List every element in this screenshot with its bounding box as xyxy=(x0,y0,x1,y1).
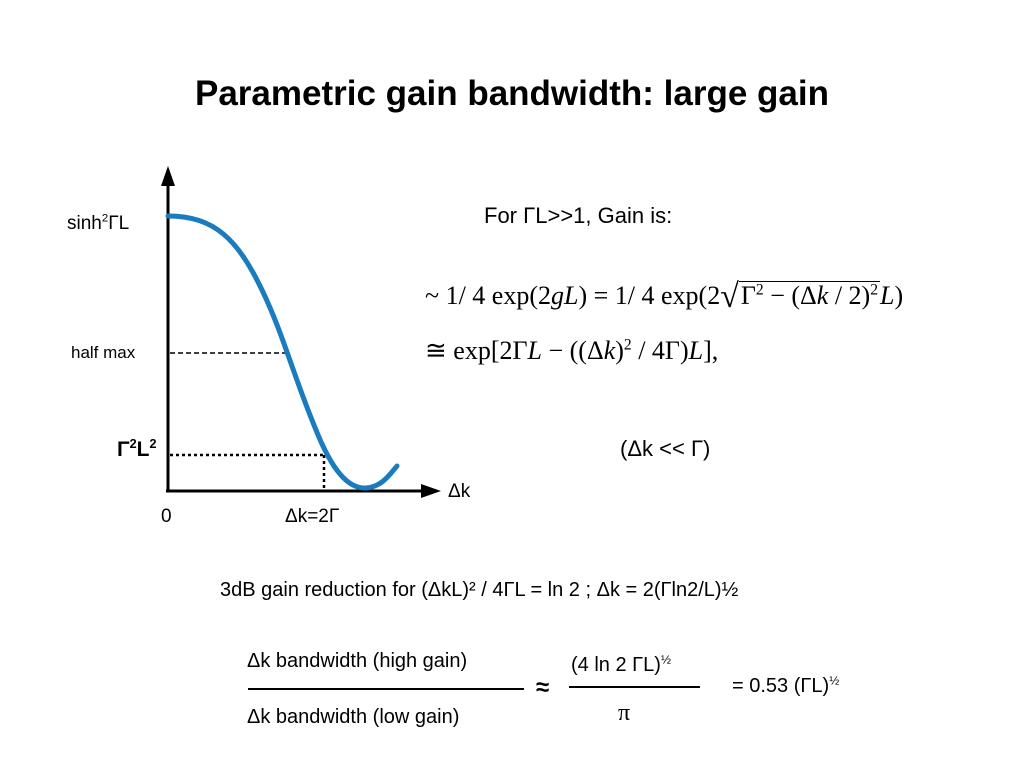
x-axis-arrow-icon xyxy=(421,484,441,498)
reduction-text: 3dB gain reduction for (ΔkL)² / 4ΓL = ln… xyxy=(220,579,739,601)
gamma-squared-l-squared-label: Γ2L2 xyxy=(117,437,157,461)
gain-equation-1: ~ 1/ 4 exp(2gL) = 1/ 4 exp(2√Γ2 − (Δk / … xyxy=(425,278,904,315)
gain-curve xyxy=(165,213,400,491)
ratio-numerator: Δk bandwidth (high gain) xyxy=(247,650,468,672)
bandwidth-marker-label: Δk=2Γ xyxy=(285,506,340,527)
ratio-fraction-line xyxy=(248,688,524,690)
condition-text: (Δk << Γ) xyxy=(620,436,711,461)
ratio-denominator: Δk bandwidth (low gain) xyxy=(247,706,460,728)
ratio-result: = 0.53 (ΓL)½ xyxy=(732,673,840,697)
y-axis-arrow-icon xyxy=(161,166,175,186)
right-fraction-line xyxy=(569,686,700,688)
origin-label: 0 xyxy=(161,506,172,527)
approx-sign: ≈ xyxy=(536,674,550,701)
right-numerator: (4 ln 2 ΓL)½ xyxy=(571,652,671,676)
y-label-sinh: sinh2ΓL xyxy=(67,212,130,234)
gain-intro-text: For ΓL>>1, Gain is: xyxy=(484,203,673,228)
x-axis-label: Δk xyxy=(448,481,471,502)
right-denominator: π xyxy=(618,700,631,726)
page-title: Parametric gain bandwidth: large gain xyxy=(194,74,830,113)
gain-equation-2: ≅ exp[2ΓL − ((Δk)2 / 4Γ)L], xyxy=(425,336,719,365)
half-max-label: half max xyxy=(71,343,136,362)
